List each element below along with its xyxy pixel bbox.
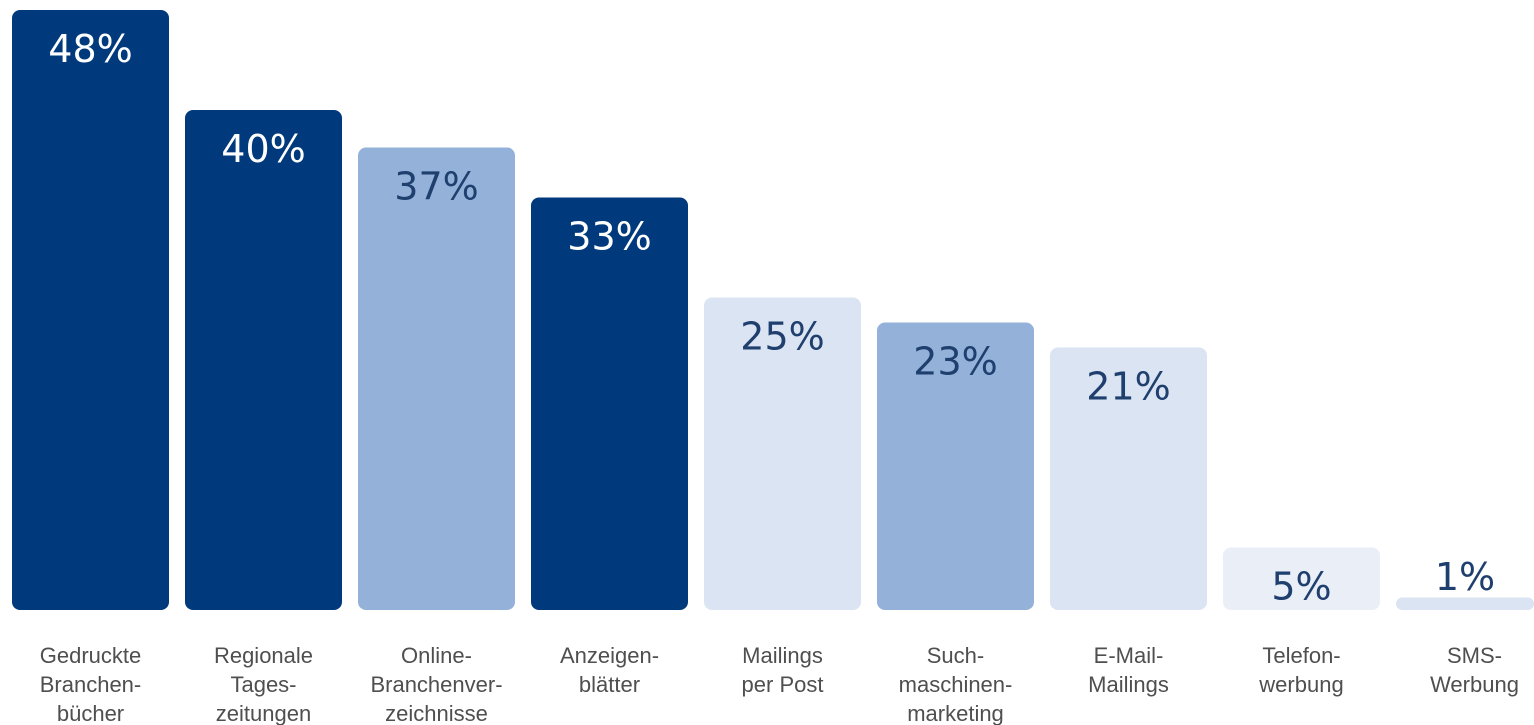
bar-9 bbox=[1396, 597, 1534, 610]
bar-value-label-1: 48% bbox=[48, 27, 132, 71]
bar-6 bbox=[877, 322, 1034, 610]
value-labels-group: 48% 40% 37% 33% 25% 23% 21% 5% 1% bbox=[48, 27, 1495, 609]
category-label-1: Gedruckte Branchen-bücher bbox=[40, 643, 142, 725]
bar-5 bbox=[704, 297, 861, 610]
bars-group bbox=[12, 10, 1534, 610]
bar-value-label-6: 23% bbox=[913, 340, 997, 384]
category-label-8: Telefon-werbung bbox=[1258, 643, 1343, 697]
category-label-4: Anzeigen-blätter bbox=[560, 643, 659, 697]
bar-value-label-5: 25% bbox=[740, 315, 824, 359]
bar-8 bbox=[1223, 547, 1380, 610]
bar-4 bbox=[531, 197, 688, 610]
bar-value-label-4: 33% bbox=[567, 215, 651, 259]
bar-value-label-3: 37% bbox=[394, 165, 478, 209]
bar-3 bbox=[358, 147, 515, 610]
category-label-9: SMS-Werbung bbox=[1430, 643, 1519, 697]
bar-value-label-2: 40% bbox=[221, 127, 305, 171]
category-label-7: E-Mail-Mailings bbox=[1088, 643, 1169, 697]
category-label-2: Regionale Tages-zeitungen bbox=[214, 643, 313, 725]
bar-1 bbox=[12, 10, 169, 610]
category-labels-group: Gedruckte Branchen-bücher Regionale Tages-z… bbox=[40, 643, 1519, 725]
bar-value-label-9: 1% bbox=[1435, 555, 1495, 599]
category-label-6: Such-maschinen-marketing bbox=[899, 643, 1013, 725]
bar-value-label-7: 21% bbox=[1086, 365, 1170, 409]
category-label-5: Mailings per Post bbox=[742, 643, 824, 697]
category-label-3: Online-Branchenver-zeichnisse bbox=[370, 643, 502, 725]
bar-2 bbox=[185, 110, 342, 610]
bar-7 bbox=[1050, 347, 1207, 610]
bar-value-label-8: 5% bbox=[1271, 565, 1331, 609]
